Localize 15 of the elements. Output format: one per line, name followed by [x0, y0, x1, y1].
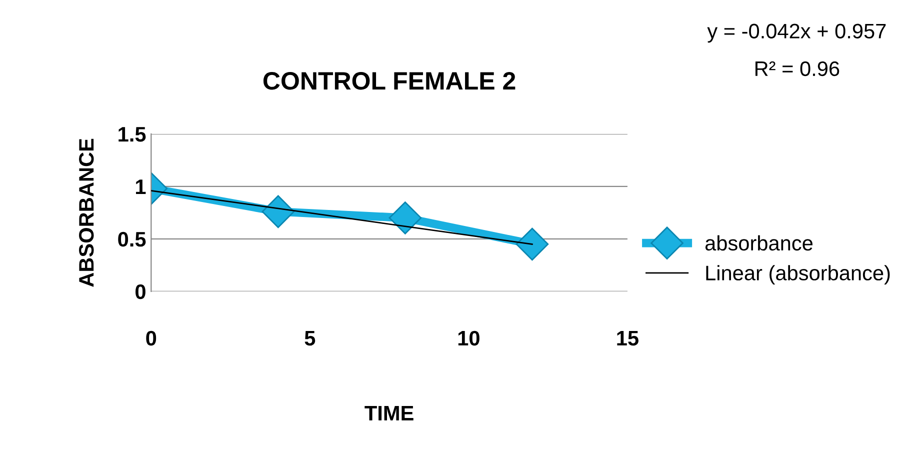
text: y = -0.042x + 0.957	[707, 24, 886, 43]
legend-label: absorbance	[705, 235, 812, 251]
x-tick-label: 5	[304, 331, 316, 346]
y-axis-title: ABSORBANCE	[79, 138, 94, 287]
x-axis-title: TIME	[364, 406, 414, 420]
x-tick-label: 10	[458, 330, 480, 346]
y-tick-label: 0	[136, 284, 146, 300]
text: R² = 0.96	[755, 61, 840, 76]
x-tick-label: 0	[146, 330, 156, 346]
chart-title: CONTROL FEMALE 2	[263, 72, 516, 90]
legend-label: Linear (absorbance)	[706, 265, 890, 285]
x-tick-label: 15	[617, 331, 638, 346]
y-tick-label: 1.5	[118, 127, 146, 142]
y-tick-label: 0.5	[118, 232, 146, 247]
y-tick-label: 1	[136, 180, 146, 194]
